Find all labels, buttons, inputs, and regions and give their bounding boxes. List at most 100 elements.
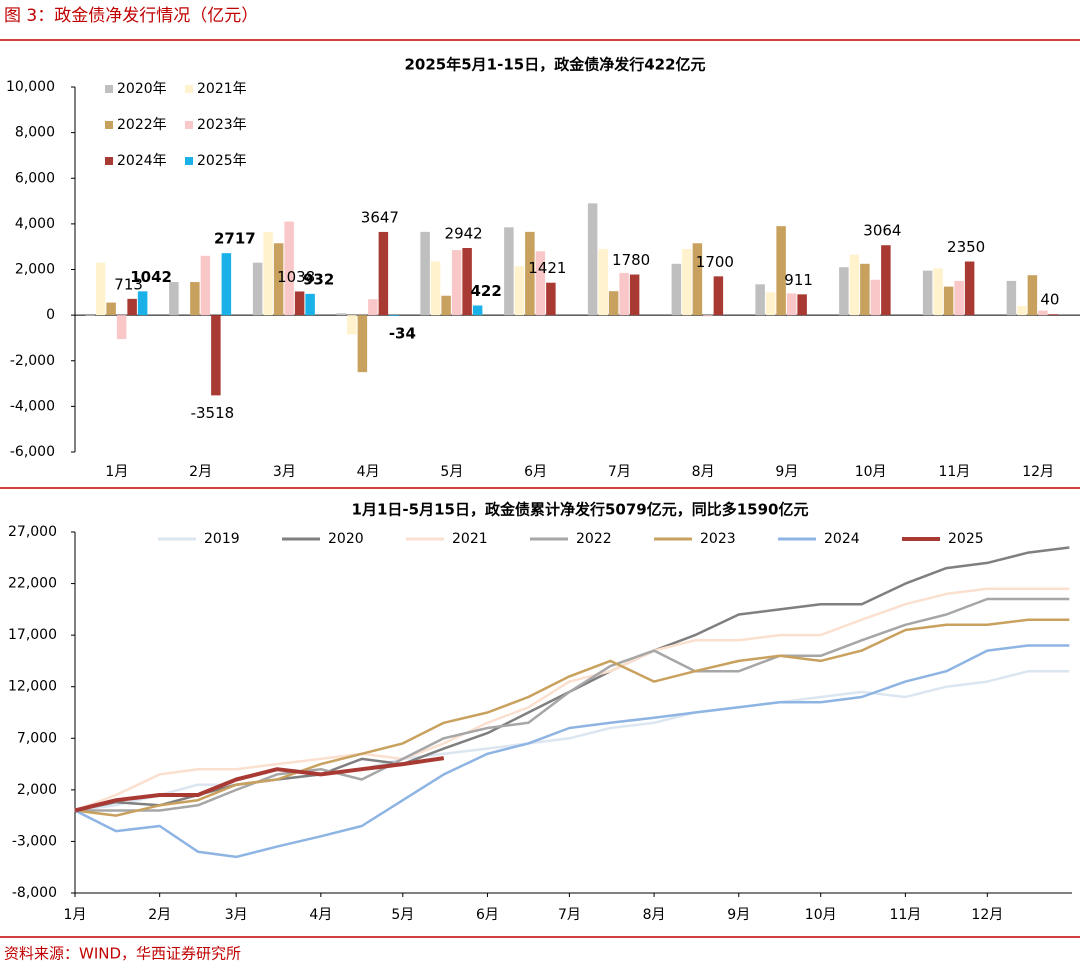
- x-tick-label: 11月: [938, 464, 970, 480]
- line: [74, 756, 445, 813]
- data-label: 1042: [130, 268, 172, 286]
- y-tick-label: -8,000: [12, 885, 57, 901]
- bar: [190, 282, 200, 316]
- line: [74, 587, 1070, 812]
- bar: [106, 302, 116, 316]
- bar: [169, 282, 179, 316]
- source: 资料来源：WIND，华西证券研究所: [4, 945, 241, 963]
- y-tick-label: 2,000: [15, 262, 55, 278]
- x-tick-label: 1月: [105, 464, 128, 480]
- y-tick-label: -4,000: [10, 398, 55, 414]
- data-label: 2350: [947, 238, 985, 256]
- x-tick-label: 3月: [273, 464, 296, 480]
- legend-swatch: [185, 85, 193, 93]
- bar: [713, 276, 724, 316]
- x-tick-label: 6月: [524, 464, 547, 480]
- bar: [504, 227, 514, 316]
- y-tick-label: 7,000: [17, 730, 57, 746]
- legend-swatch: [185, 121, 193, 129]
- bar: [389, 315, 399, 316]
- data-label: 1780: [612, 251, 650, 269]
- bar: [1027, 275, 1038, 316]
- bar: [273, 243, 284, 316]
- legend-label: 2022年: [117, 117, 167, 133]
- bar: [347, 315, 357, 335]
- x-tick-label: 6月: [476, 907, 499, 923]
- bar: [472, 305, 483, 316]
- bar: [608, 291, 619, 316]
- bar: [451, 250, 462, 316]
- legend-label: 2020: [328, 531, 364, 547]
- x-tick-label: 11月: [889, 907, 921, 923]
- y-tick-label: 4,000: [15, 216, 55, 232]
- x-tick-label: 8月: [692, 464, 715, 480]
- bar: [514, 266, 525, 316]
- data-label: -3518: [191, 404, 235, 422]
- bar: [200, 255, 211, 316]
- figure-title: 图 3：政金债净发行情况（亿元）: [4, 6, 258, 26]
- x-tick-label: 10月: [855, 464, 887, 480]
- x-tick-label: 7月: [608, 464, 631, 480]
- x-tick-label: 2月: [189, 464, 212, 480]
- bar: [525, 231, 535, 316]
- data-label: 1038: [277, 268, 315, 286]
- bar: [860, 263, 870, 316]
- bar: [1038, 310, 1048, 316]
- bar: [378, 231, 389, 316]
- legend-label: 2025: [948, 531, 984, 547]
- legend-swatch: [185, 157, 193, 165]
- bar: [252, 262, 263, 316]
- x-tick-label: 12月: [971, 907, 1003, 923]
- bar: [943, 286, 954, 316]
- data-label: 932: [303, 270, 334, 288]
- y-tick-label: 0: [46, 307, 55, 323]
- data-label: 1700: [696, 253, 734, 271]
- bar: [598, 248, 608, 316]
- data-label: -34: [389, 324, 416, 342]
- bar: [95, 262, 106, 316]
- x-tick-label: 3月: [225, 907, 248, 923]
- bar: [776, 226, 786, 316]
- legend-label: 2024: [824, 531, 860, 547]
- bar: [116, 315, 127, 340]
- bar: [839, 267, 849, 316]
- x-tick-label: 5月: [391, 907, 414, 923]
- legend-label: 2021年: [197, 81, 247, 97]
- bar: [755, 284, 765, 316]
- y-tick-label: 10,000: [6, 79, 55, 95]
- bar: [211, 315, 221, 396]
- line: [74, 644, 1070, 859]
- legend-swatch: [105, 157, 113, 165]
- x-tick-label: 7月: [558, 907, 581, 923]
- bar: [336, 313, 347, 316]
- bar: [933, 268, 943, 316]
- bar: [954, 280, 964, 316]
- x-tick-label: 2月: [148, 907, 171, 923]
- bar: [535, 251, 546, 316]
- data-label: 1421: [528, 259, 566, 277]
- bar: [682, 248, 692, 316]
- bar: [671, 263, 682, 316]
- bar: [587, 203, 598, 316]
- bar: [420, 231, 430, 316]
- bar: [692, 243, 703, 316]
- y-tick-label: 27,000: [8, 524, 57, 540]
- data-label: 2717: [214, 230, 256, 248]
- legend-label: 2025年: [197, 153, 247, 169]
- y-tick-label: 6,000: [15, 170, 55, 186]
- data-label: 3064: [863, 222, 901, 240]
- bar: [127, 298, 137, 316]
- x-tick-label: 9月: [775, 464, 798, 480]
- x-tick-label: 10月: [805, 907, 837, 923]
- bar: [870, 279, 881, 316]
- x-tick-label: 4月: [357, 464, 380, 480]
- bar: [629, 274, 640, 316]
- legend-label: 2023年: [197, 117, 247, 133]
- bar: [430, 261, 441, 316]
- bar: [619, 272, 629, 316]
- legend-label: 2024年: [117, 153, 167, 169]
- bar: [1006, 280, 1017, 316]
- data-label: 2942: [445, 225, 483, 243]
- legend-label: 2021: [452, 531, 488, 547]
